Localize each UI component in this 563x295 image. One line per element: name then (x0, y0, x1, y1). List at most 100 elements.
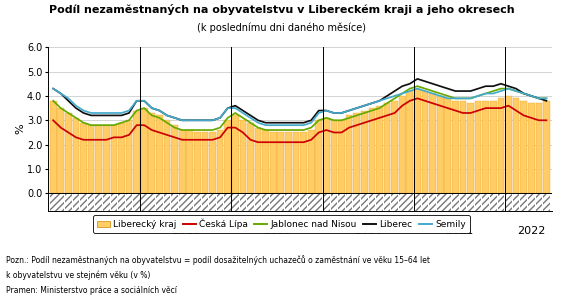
Bar (262, 194, 269, 211)
Bar (459, 194, 466, 211)
Bar (171, 125, 178, 194)
Bar (95, 125, 102, 194)
Bar (95, 194, 102, 211)
Text: 2018: 2018 (172, 226, 200, 236)
Bar (270, 132, 276, 194)
Bar (520, 194, 527, 211)
Bar (346, 115, 352, 194)
Bar (278, 194, 284, 211)
Bar (354, 113, 360, 194)
Bar (422, 194, 428, 211)
Bar (179, 194, 186, 211)
Bar (490, 194, 497, 211)
Bar (239, 120, 246, 194)
Bar (156, 115, 163, 194)
Bar (452, 194, 459, 211)
Bar (179, 130, 186, 194)
Bar (422, 91, 428, 194)
Bar (225, 120, 231, 194)
Bar (141, 108, 148, 194)
Bar (467, 103, 474, 194)
Text: Pozn.: Podíl nezaměstnaných na obyvatelstvu = podíl dosažitelných uchazečů o zam: Pozn.: Podíl nezaměstnaných na obyvatels… (6, 255, 430, 265)
Bar (391, 194, 398, 211)
Bar (149, 113, 155, 194)
Bar (513, 98, 520, 194)
Bar (88, 125, 95, 194)
Bar (543, 194, 549, 211)
Bar (239, 194, 246, 211)
Text: k obyvatelstvu ve stejném věku (v %): k obyvatelstvu ve stejném věku (v %) (6, 271, 150, 280)
Bar (361, 194, 368, 211)
Bar (164, 194, 171, 211)
Bar (57, 194, 64, 211)
Bar (384, 103, 390, 194)
Bar (171, 194, 178, 211)
Bar (194, 194, 200, 211)
Bar (330, 194, 337, 211)
Bar (80, 194, 87, 211)
Bar (209, 132, 216, 194)
Bar (543, 101, 549, 194)
Bar (414, 194, 421, 211)
Bar (338, 120, 345, 194)
Bar (65, 194, 72, 211)
Y-axis label: %: % (16, 124, 25, 135)
Bar (202, 132, 208, 194)
Bar (330, 120, 337, 194)
Bar (520, 101, 527, 194)
Text: Podíl nezaměstnaných na obyvatelstvu v Libereckém kraji a jeho okresech: Podíl nezaměstnaných na obyvatelstvu v L… (48, 4, 515, 15)
Bar (459, 101, 466, 194)
Bar (323, 194, 330, 211)
Bar (73, 118, 79, 194)
Bar (315, 194, 322, 211)
Text: (k poslednímu dni daného měsíce): (k poslednímu dni daného měsíce) (197, 22, 366, 33)
Bar (65, 113, 72, 194)
Bar (133, 194, 140, 211)
Bar (133, 111, 140, 194)
Bar (323, 118, 330, 194)
Bar (505, 96, 512, 194)
Bar (194, 132, 200, 194)
Bar (118, 123, 125, 194)
Bar (399, 194, 405, 211)
Bar (217, 194, 224, 211)
Bar (437, 96, 444, 194)
Bar (103, 194, 110, 211)
Bar (437, 194, 444, 211)
Bar (376, 106, 383, 194)
Bar (293, 194, 300, 211)
Bar (528, 194, 535, 211)
Bar (467, 194, 474, 211)
Bar (50, 194, 56, 211)
Bar (535, 194, 542, 211)
Bar (270, 194, 276, 211)
Bar (110, 194, 117, 211)
Bar (346, 194, 352, 211)
Bar (80, 123, 87, 194)
Legend: Liberecký kraj, Česká Lípa, Jablonec nad Nisou, Liberec, Semily: Liberecký kraj, Česká Lípa, Jablonec nad… (93, 215, 470, 233)
Bar (278, 132, 284, 194)
Bar (391, 101, 398, 194)
Bar (452, 101, 459, 194)
Bar (293, 132, 300, 194)
Bar (528, 103, 535, 194)
Bar (482, 194, 489, 211)
Bar (300, 194, 307, 211)
Bar (475, 194, 481, 211)
Bar (141, 194, 148, 211)
Bar (254, 128, 261, 194)
Bar (361, 111, 368, 194)
Bar (103, 125, 110, 194)
Bar (88, 194, 95, 211)
Bar (406, 91, 413, 194)
Bar (50, 101, 56, 194)
Bar (384, 194, 390, 211)
Text: 2019: 2019 (263, 226, 291, 236)
Bar (232, 115, 239, 194)
Bar (513, 194, 520, 211)
Bar (535, 103, 542, 194)
Bar (247, 123, 254, 194)
Bar (429, 94, 436, 194)
Bar (57, 108, 64, 194)
Bar (444, 194, 451, 211)
